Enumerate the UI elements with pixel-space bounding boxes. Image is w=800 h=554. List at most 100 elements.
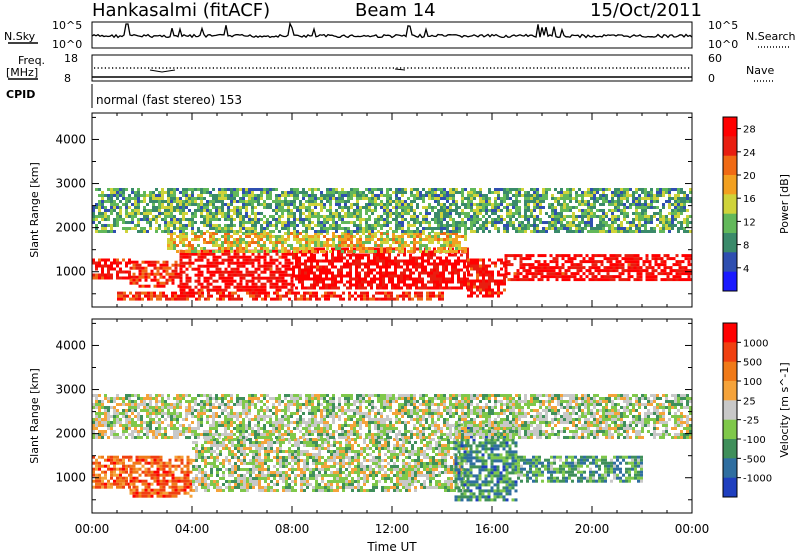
heatmap-cell (174, 260, 178, 264)
heatmap-cell (183, 476, 187, 480)
heatmap-cell (446, 215, 449, 218)
heatmap-cell (158, 212, 161, 215)
heatmap-cell (656, 206, 659, 209)
heatmap-cell (159, 485, 163, 489)
heatmap-cell (570, 263, 574, 267)
heatmap-band (117, 291, 444, 301)
heatmap-cell (319, 274, 322, 278)
heatmap-cell (167, 191, 170, 194)
heatmap-cell (427, 286, 430, 290)
heatmap-cell (191, 261, 195, 265)
heatmap-cell (141, 455, 145, 459)
heatmap-cell (141, 297, 144, 301)
heatmap-cell (434, 191, 437, 194)
heatmap-cell (630, 266, 634, 270)
heatmap-cell (476, 285, 479, 289)
heatmap-cell (560, 227, 563, 230)
heatmap-cell (482, 215, 485, 218)
heatmap-cell (343, 283, 346, 287)
heatmap-cell (233, 267, 237, 271)
heatmap-cell (455, 241, 458, 244)
heatmap-cell (605, 197, 608, 200)
heatmap-cell (653, 194, 656, 197)
heatmap-cell (125, 482, 128, 486)
heatmap-cell (650, 206, 653, 209)
heatmap-cell (221, 288, 225, 292)
heatmap-cell (626, 230, 629, 233)
heatmap-cell (422, 238, 425, 241)
heatmap-cell (513, 272, 517, 276)
heatmap-cell (195, 456, 198, 459)
heatmap-cell (313, 286, 316, 290)
heatmap-cell (322, 268, 325, 272)
heatmap-cell (260, 235, 263, 238)
heatmap-cell (398, 238, 401, 241)
heatmap-cell (218, 206, 221, 209)
heatmap-cell (555, 272, 559, 276)
heatmap-cell (185, 273, 189, 277)
heatmap-cell (633, 260, 637, 264)
heatmap-cell (146, 212, 149, 215)
heatmap-cell (215, 279, 219, 283)
heatmap-cell (129, 455, 133, 459)
heatmap-cell (557, 200, 560, 203)
heatmap-cell (366, 291, 369, 295)
heatmap-cell (651, 254, 655, 258)
heatmap-cell (377, 244, 380, 247)
heatmap-cell (162, 461, 166, 465)
heatmap-cell (585, 254, 589, 258)
heatmap-cell (467, 206, 470, 209)
heatmap-cell (412, 271, 415, 275)
heatmap-cell (266, 221, 269, 224)
heatmap-cell (230, 191, 233, 194)
heatmap-cell (560, 188, 563, 191)
heatmap-cell (648, 275, 652, 279)
heatmap-cell (245, 188, 248, 191)
heatmap-cell (272, 285, 276, 289)
heatmap-cell (335, 200, 338, 203)
heatmap-cell (443, 194, 446, 197)
heatmap-cell (452, 250, 455, 253)
heatmap-cell (530, 197, 533, 200)
heatmap-cell (293, 188, 296, 191)
heatmap-cell (452, 238, 455, 241)
heatmap-cell (141, 494, 145, 498)
heatmap-cell (593, 230, 596, 233)
heatmap-cell (420, 291, 423, 295)
heatmap-cell (251, 250, 254, 253)
heatmap-cell (386, 250, 389, 253)
heatmap-cell (434, 221, 437, 224)
heatmap-cell (427, 259, 430, 263)
heatmap-cell (647, 221, 650, 224)
heatmap-cell (355, 262, 358, 266)
heatmap-cell (269, 276, 273, 280)
heatmap-cell (608, 230, 611, 233)
heatmap-cell (305, 218, 308, 221)
heatmap-cell (92, 467, 95, 471)
heatmap-cell (587, 203, 590, 206)
heatmap-cell (98, 482, 101, 486)
heatmap-cell (563, 209, 566, 212)
heatmap-cell (588, 266, 592, 270)
heatmap-cell (635, 215, 638, 218)
heatmap-cell (266, 191, 269, 194)
heatmap-cell (180, 294, 183, 298)
heatmap-cell (332, 244, 335, 247)
heatmap-cell (179, 261, 183, 265)
heatmap-cell (467, 273, 470, 277)
heatmap-cell (620, 194, 623, 197)
heatmap-cell (107, 485, 110, 489)
heatmap-cell (203, 250, 206, 253)
heatmap-cell (374, 209, 377, 212)
heatmap-cell (120, 297, 123, 301)
heatmap-cell (424, 265, 427, 269)
heatmap-cell (427, 262, 430, 266)
heatmap-cell (560, 215, 563, 218)
heatmap-cell (359, 235, 362, 238)
heatmap-cell (611, 227, 614, 230)
heatmap-cell (590, 221, 593, 224)
heatmap-cell (414, 294, 417, 298)
heatmap-cell (317, 224, 320, 227)
heatmap-cell (409, 283, 412, 287)
heatmap-cell (206, 215, 209, 218)
